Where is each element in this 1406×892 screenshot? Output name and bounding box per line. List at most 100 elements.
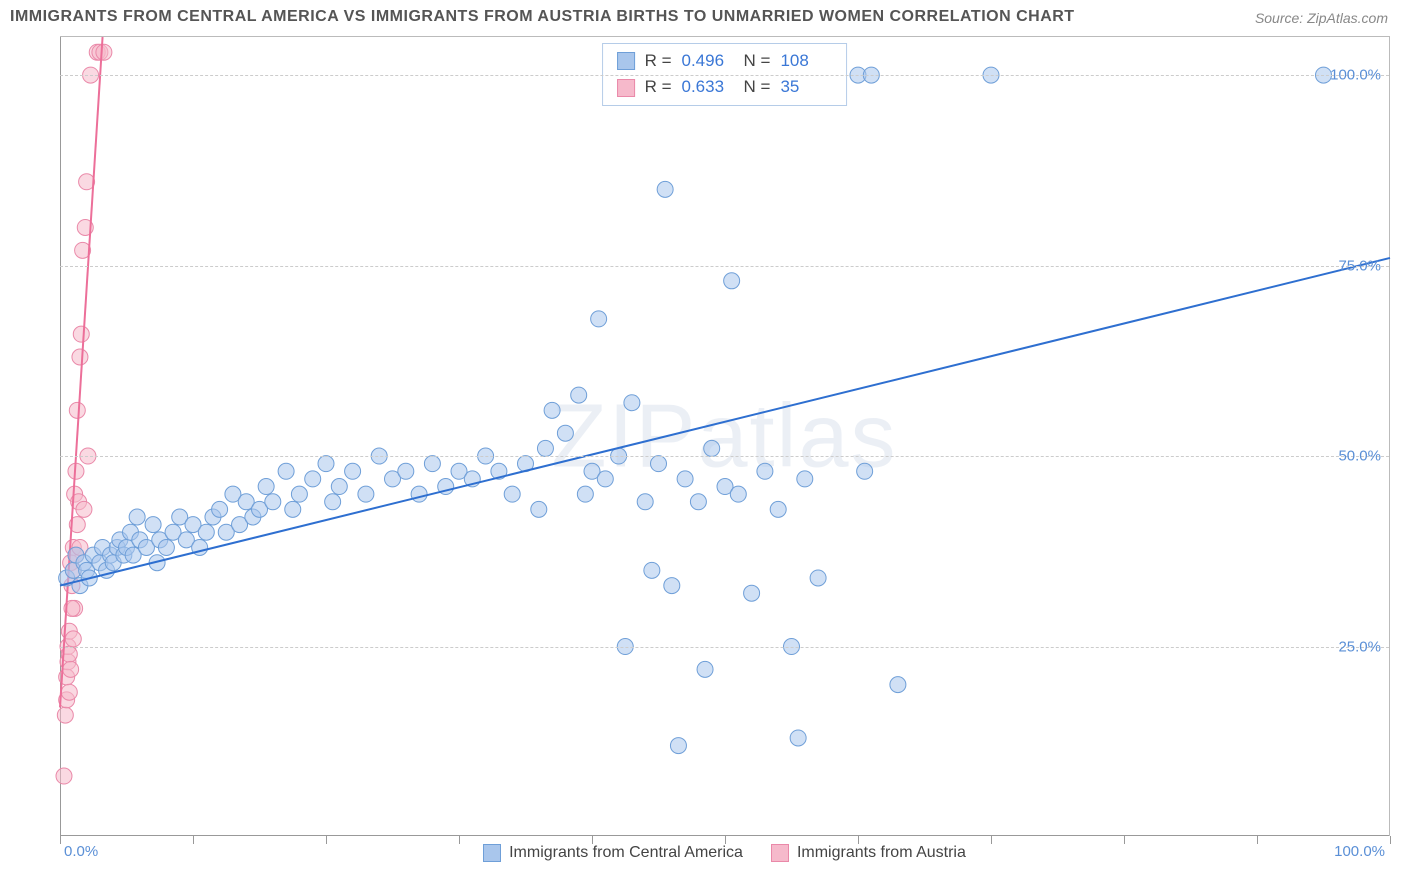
data-point [730,486,746,502]
data-point [57,707,73,723]
plot-area: ZIPatlas R =0.496N =108R =0.633N = 35 25… [60,36,1390,836]
legend-label: Immigrants from Central America [509,844,743,862]
x-tick [725,836,726,844]
data-point [557,425,573,441]
data-point [624,395,640,411]
data-point [318,456,334,472]
stats-r-label: R = [645,74,672,100]
data-point [690,494,706,510]
data-point [657,181,673,197]
data-point [305,471,321,487]
y-tick-label: 100.0% [1330,67,1381,84]
data-point [744,585,760,601]
chart-svg [60,37,1389,836]
data-point [258,479,274,495]
data-point [72,349,88,365]
legend-swatch [617,52,635,70]
series-legend: Immigrants from Central America Immigrant… [60,844,1389,862]
trend-line [60,258,1390,586]
data-point [770,501,786,517]
source-attribution: Source: ZipAtlas.com [1255,10,1388,26]
x-tick [60,836,61,844]
data-point [96,44,112,60]
x-tick [459,836,460,844]
data-point [544,402,560,418]
data-point [69,402,85,418]
y-tick-label: 75.0% [1338,257,1381,274]
stats-n-value: 35 [780,74,832,100]
data-point [797,471,813,487]
stats-r-value: 0.633 [682,74,734,100]
data-point [790,730,806,746]
data-point [537,440,553,456]
data-point [63,661,79,677]
data-point [677,471,693,487]
x-tick [1257,836,1258,844]
gridline [60,456,1389,457]
data-point [325,494,341,510]
data-point [670,738,686,754]
data-point [331,479,347,495]
x-tick [592,836,593,844]
legend-label: Immigrants from Austria [797,844,966,862]
stats-r-value: 0.496 [682,48,734,74]
chart-title: IMMIGRANTS FROM CENTRAL AMERICA VS IMMIG… [10,8,1075,26]
data-point [571,387,587,403]
data-point [145,517,161,533]
stats-r-label: R = [645,48,672,74]
legend-item: Immigrants from Austria [771,844,966,862]
x-tick [1390,836,1391,844]
data-point [398,463,414,479]
data-point [158,539,174,555]
data-point [890,677,906,693]
data-point [358,486,374,502]
data-point [278,463,294,479]
y-tick-label: 50.0% [1338,448,1381,465]
legend-swatch [483,844,501,862]
legend-item: Immigrants from Central America [483,844,743,862]
x-tick [193,836,194,844]
data-point [637,494,653,510]
data-point [73,326,89,342]
data-point [76,501,92,517]
data-point [651,456,667,472]
y-tick-label: 25.0% [1338,638,1381,655]
data-point [212,501,228,517]
data-point [411,486,427,502]
x-tick [1124,836,1125,844]
stats-row: R = 0.496 N = 108 [617,48,833,74]
data-point [65,631,81,647]
data-point [757,463,773,479]
data-point [664,578,680,594]
data-point [597,471,613,487]
data-point [577,486,593,502]
data-point [697,661,713,677]
data-point [61,684,77,700]
x-tick [326,836,327,844]
data-point [56,768,72,784]
x-tick [991,836,992,844]
gridline [60,647,1389,648]
legend-swatch [771,844,789,862]
stats-n-label: N = [744,48,771,74]
stats-n-label: N = [744,74,771,100]
data-point [644,562,660,578]
data-point [810,570,826,586]
stats-row: R = 0.633 N = 35 [617,74,833,100]
data-point [504,486,520,502]
data-point [857,463,873,479]
data-point [424,456,440,472]
data-point [291,486,307,502]
data-point [531,501,547,517]
data-point [724,273,740,289]
gridline [60,75,1389,76]
gridline [60,266,1389,267]
data-point [704,440,720,456]
data-point [591,311,607,327]
data-point [345,463,361,479]
data-point [285,501,301,517]
data-point [198,524,214,540]
x-tick [858,836,859,844]
stats-n-value: 108 [780,48,832,74]
legend-swatch [617,79,635,97]
